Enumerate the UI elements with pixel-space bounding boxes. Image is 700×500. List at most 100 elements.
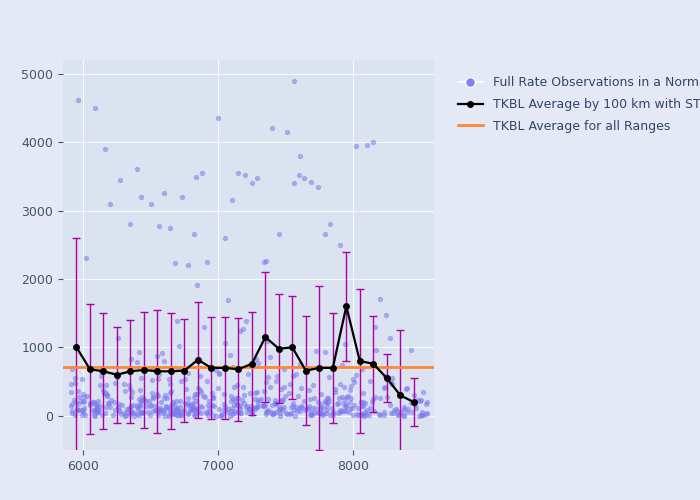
Point: [225, 407, 237, 415]
Point: [347, 412, 358, 420]
Point: [77, 406, 88, 414]
Point: [416, 411, 428, 419]
Point: [416, 408, 428, 416]
Point: [344, 404, 356, 412]
Point: [77, 390, 88, 398]
Point: [288, 76, 300, 84]
Point: [134, 402, 146, 410]
Point: [68, 396, 79, 404]
Point: [148, 394, 159, 402]
Point: [195, 388, 206, 396]
Point: [80, 254, 92, 262]
Point: [333, 410, 344, 418]
Point: [368, 138, 379, 146]
Point: [281, 409, 292, 417]
Point: [258, 258, 270, 266]
Point: [390, 405, 401, 413]
Point: [326, 404, 337, 412]
Point: [197, 169, 208, 177]
Point: [340, 403, 351, 411]
Point: [192, 280, 203, 288]
Point: [306, 178, 317, 186]
Point: [262, 372, 273, 380]
Point: [332, 400, 343, 407]
Point: [315, 400, 326, 407]
Point: [244, 388, 256, 396]
Point: [92, 397, 104, 405]
Point: [315, 410, 326, 418]
Point: [290, 370, 302, 378]
Point: [157, 349, 168, 357]
Point: [164, 375, 175, 383]
Point: [248, 404, 259, 411]
Point: [144, 412, 155, 420]
Point: [232, 400, 243, 408]
Point: [180, 398, 191, 406]
Point: [214, 405, 225, 413]
Point: [164, 380, 175, 388]
Point: [158, 394, 169, 402]
Point: [172, 316, 183, 324]
Point: [225, 412, 236, 420]
Point: [69, 374, 80, 382]
Point: [113, 400, 125, 408]
Point: [166, 409, 177, 417]
Point: [69, 379, 80, 387]
Point: [251, 403, 262, 411]
Point: [142, 408, 153, 416]
Point: [356, 411, 368, 419]
Point: [160, 402, 172, 409]
Point: [360, 400, 371, 407]
Point: [180, 375, 191, 383]
Point: [89, 398, 100, 406]
Point: [387, 380, 398, 388]
Point: [234, 327, 245, 335]
Point: [207, 392, 218, 400]
Point: [153, 405, 164, 413]
Point: [318, 410, 330, 418]
Point: [250, 404, 261, 412]
Point: [239, 171, 251, 179]
Point: [260, 256, 272, 264]
Point: [237, 325, 248, 333]
Point: [93, 406, 104, 414]
Point: [374, 394, 386, 402]
Point: [199, 394, 211, 402]
Point: [342, 392, 354, 400]
Point: [66, 400, 78, 407]
Point: [285, 408, 296, 416]
Point: [213, 114, 224, 122]
Point: [233, 403, 244, 411]
Point: [97, 386, 108, 394]
Point: [301, 404, 312, 412]
Point: [172, 404, 183, 412]
Point: [305, 408, 316, 416]
Point: [92, 407, 103, 415]
Point: [295, 402, 307, 409]
Point: [287, 400, 298, 407]
Point: [334, 394, 345, 402]
Point: [256, 395, 267, 403]
Point: [191, 390, 202, 398]
Point: [146, 400, 157, 408]
Point: [315, 409, 326, 417]
Point: [267, 124, 278, 132]
Point: [367, 395, 378, 403]
Point: [201, 377, 212, 385]
Point: [95, 368, 106, 376]
Point: [308, 394, 319, 402]
Point: [158, 408, 169, 416]
Point: [340, 340, 351, 348]
Point: [300, 406, 311, 414]
Point: [360, 408, 371, 416]
Legend: Full Rate Observations in a Normal Point, TKBL Average by 100 km with STD, TKBL : Full Rate Observations in a Normal Point…: [448, 66, 700, 143]
Point: [415, 396, 426, 404]
Point: [343, 408, 354, 416]
Point: [210, 412, 221, 420]
Point: [94, 380, 106, 388]
Point: [126, 408, 137, 416]
Point: [349, 400, 360, 408]
Point: [202, 409, 213, 417]
Point: [186, 401, 197, 409]
Point: [359, 412, 370, 420]
